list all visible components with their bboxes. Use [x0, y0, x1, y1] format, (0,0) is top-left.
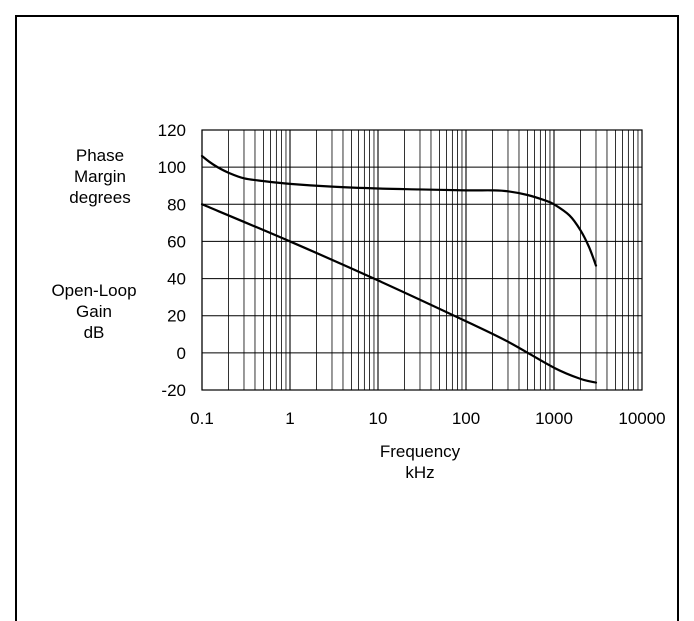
phase-margin-curve	[200, 154, 598, 267]
y-tick-label: 100	[158, 158, 186, 177]
x-tick-label: 0.1	[190, 409, 214, 428]
y-tick-label: 40	[167, 270, 186, 289]
y-tick-label: 80	[167, 195, 186, 214]
x-tick-label: 10	[369, 409, 388, 428]
y-tick-label: 20	[167, 307, 186, 326]
x-tick-label: 100	[452, 409, 480, 428]
x-tick-label: 1	[285, 409, 294, 428]
chart-frame	[15, 15, 679, 621]
plot-border	[201, 129, 643, 391]
y-tick-label: 0	[177, 344, 186, 363]
y-tick-label: 120	[158, 121, 186, 140]
y-tick-label: -20	[161, 381, 186, 400]
y-label-open-loop-gain: Open-Loop Gain dB	[51, 281, 137, 342]
open-loop-gain-curve	[200, 203, 598, 384]
x-tick-label: 10000	[618, 409, 665, 428]
y-label-phase-margin: Phase Margin degrees	[69, 146, 131, 207]
y-tick-label: 60	[167, 232, 186, 251]
open-loop-gain-phase-chart: 120 100 80 60 40 20 0 -200.1 1 10 100 1000 10000	[158, 121, 666, 428]
x-axis-title: Frequency kHz	[379, 442, 461, 482]
x-tick-label: 1000	[535, 409, 573, 428]
